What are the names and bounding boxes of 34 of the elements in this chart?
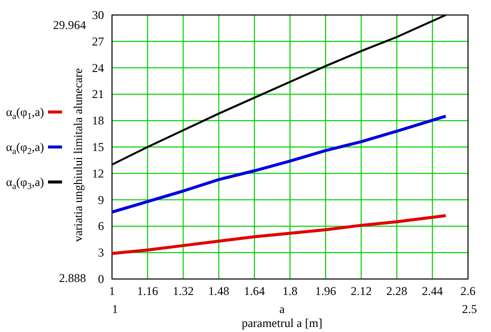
y-tick-label: 21 (92, 87, 104, 102)
legend-label: α$_{a}$(φ$_{2}$,a) (6, 140, 44, 156)
y-tick-label: 18 (92, 114, 104, 128)
y-tick-label: 15 (92, 140, 104, 154)
x-tick-label: 1.48 (208, 284, 230, 298)
y-tick-label: 0 (98, 272, 104, 286)
text: 29.964 (53, 18, 86, 32)
x-tick-label: 2.44 (422, 284, 443, 298)
line-series (110, 114, 448, 214)
x-tick-label: 1.32 (172, 284, 194, 298)
y-tick-label: 6 (98, 219, 104, 234)
x-tick-label: 1.8 (282, 284, 298, 298)
y-tick-label: 3 (98, 246, 104, 260)
x-tick-label: 1.96 (315, 284, 336, 298)
text: 1 (112, 302, 118, 316)
x-tick-label: 1.64 (244, 284, 265, 298)
y-tick-label: 12 (92, 166, 104, 180)
y-tick-label: 9 (98, 192, 104, 207)
x-tick-label: 2.6 (460, 284, 476, 298)
x-axis-title: parametrul a [m] (242, 316, 322, 330)
y-axis-title: variatia unghiului limitala alunecare (71, 68, 85, 242)
x-tick-label: 1.16 (137, 284, 158, 298)
text: a (279, 302, 286, 316)
text: 2.5 (462, 302, 477, 316)
x-tick-label: 2.28 (386, 284, 408, 298)
legend-label: α$_{a}$(φ$_{1}$,a) (6, 105, 44, 121)
x-tick-label: 2.12 (350, 284, 372, 298)
x-tick-label: 1 (109, 284, 115, 298)
y-tick-label: 27 (92, 34, 104, 48)
line-series (110, 214, 448, 255)
y-tick-label: 30 (92, 8, 104, 22)
y-tick-label: 24 (92, 60, 104, 75)
legend-label: α$_{a}$(φ$_{3}$,a) (6, 175, 44, 191)
text: 2.888 (59, 271, 86, 285)
